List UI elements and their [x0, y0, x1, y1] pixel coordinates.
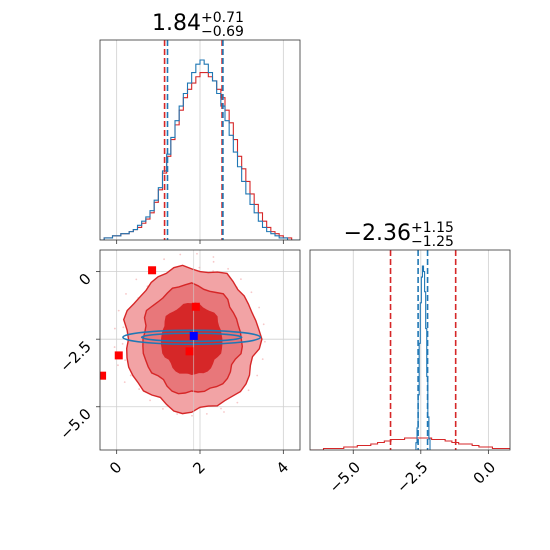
sample-dot	[113, 346, 116, 348]
sample-dot	[236, 401, 239, 404]
tick-label-x: −5.0	[326, 458, 364, 496]
sample-dot	[125, 293, 127, 295]
sample-dot	[256, 374, 259, 377]
marker-red	[114, 351, 123, 360]
sample-dot	[191, 414, 193, 417]
tick-label-y: −2.5	[56, 337, 94, 375]
sample-dot	[179, 253, 182, 256]
histogram-bottom-right	[310, 250, 510, 450]
tick-label-y: 0	[75, 270, 94, 289]
tick-label-x: 0	[106, 458, 125, 477]
sample-dot	[220, 407, 222, 410]
sample-dot	[129, 374, 132, 377]
title-value: −2.36	[344, 221, 411, 246]
sample-dot	[198, 266, 201, 269]
marker-red	[185, 347, 194, 356]
tick-label-x: 2	[189, 458, 208, 477]
histogram-series-red	[310, 437, 510, 450]
sample-dot	[258, 306, 261, 309]
tick-label-x: −2.5	[393, 458, 431, 496]
marker-red	[100, 371, 107, 380]
marker-red	[148, 266, 157, 275]
sample-dot	[163, 258, 165, 261]
panel-frame-top-left	[99, 39, 301, 241]
sample-dot	[212, 260, 215, 263]
sample-dot	[121, 342, 124, 345]
sample-dot	[240, 278, 242, 281]
sample-dot	[250, 291, 253, 294]
histogram-series-blue	[100, 59, 300, 240]
histogram-top-left	[100, 40, 300, 240]
sample-dot	[176, 413, 179, 415]
title-value: 1.84	[152, 11, 201, 36]
tick-label-y: −5.0	[56, 405, 94, 443]
sample-dot	[149, 399, 151, 402]
sample-dot	[123, 381, 126, 384]
sample-dot	[227, 267, 230, 270]
sample-dot	[117, 364, 119, 367]
sample-dot	[264, 340, 266, 343]
sample-dot	[247, 389, 250, 392]
sample-dot	[124, 359, 127, 362]
title-upper: +1.15	[411, 220, 454, 236]
title-upper: +0.71	[201, 10, 244, 26]
contour-blue	[122, 329, 262, 346]
sample-dot	[117, 309, 120, 312]
title-lower: −0.69	[201, 24, 244, 40]
sample-dot	[261, 358, 264, 361]
sample-dot	[223, 411, 225, 413]
tick-label-x: 0.0	[470, 458, 500, 488]
panel-title-top-left: 1.84 +0.71−0.69	[152, 10, 244, 40]
sample-dot	[212, 256, 215, 258]
sample-dot	[113, 327, 116, 330]
panel-title-bottom-right: −2.36 +1.15−1.25	[344, 220, 454, 250]
sample-dot	[135, 278, 138, 281]
tick-label-x: 4	[273, 458, 292, 477]
marker-blue	[189, 331, 198, 340]
sample-dot	[205, 412, 208, 415]
sample-dot	[162, 407, 164, 410]
sample-dot	[138, 388, 141, 390]
marker-red	[191, 302, 200, 311]
scatter-bottom-left	[100, 250, 266, 450]
panel-frame-bottom-right	[309, 249, 511, 451]
sample-dot	[196, 252, 198, 255]
sample-dot	[262, 323, 265, 326]
title-lower: −1.25	[411, 234, 454, 250]
sample-dot	[122, 326, 125, 329]
